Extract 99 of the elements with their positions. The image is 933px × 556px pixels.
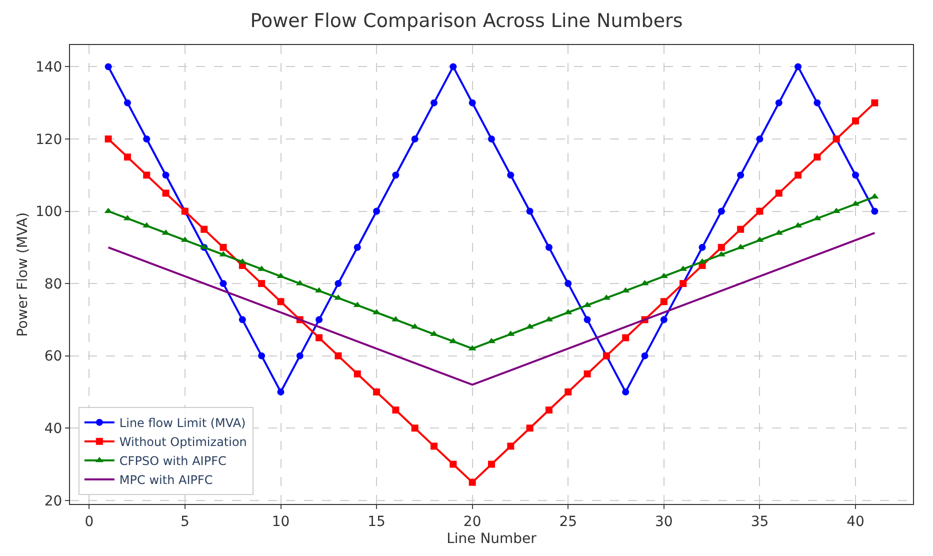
point (526, 208, 534, 215)
point (220, 244, 227, 251)
point (814, 154, 821, 161)
point (622, 388, 630, 396)
point (564, 388, 572, 396)
point (277, 298, 284, 306)
x-tick-label: 20 (463, 514, 482, 530)
point (660, 316, 668, 324)
point (718, 244, 725, 251)
y-tick-label: 60 (44, 348, 62, 365)
point (430, 442, 438, 450)
point (220, 280, 227, 288)
point (871, 208, 878, 215)
y-tick-label: 120 (35, 132, 62, 148)
point (316, 316, 323, 324)
x-tick-label: 30 (655, 514, 673, 530)
point (794, 63, 802, 70)
point (450, 63, 457, 70)
point (468, 99, 476, 106)
point (334, 352, 342, 360)
point (392, 406, 400, 414)
point (124, 99, 131, 106)
x-tick-label: 10 (272, 514, 290, 530)
legend-label: CFPSO with AIPFC (119, 454, 226, 468)
point (411, 135, 418, 142)
point (488, 460, 495, 468)
point (718, 208, 725, 215)
point (756, 135, 764, 142)
point (124, 154, 131, 161)
point (737, 172, 744, 179)
point (104, 135, 112, 142)
x-tick-label: 40 (846, 514, 864, 530)
point (545, 244, 552, 251)
point (736, 244, 745, 250)
point (430, 99, 438, 106)
point (545, 406, 552, 414)
y-tick-label: 40 (44, 421, 62, 437)
point (852, 117, 860, 124)
point (162, 190, 170, 197)
point (775, 190, 782, 197)
point (143, 135, 150, 142)
point (104, 63, 112, 70)
point (238, 258, 246, 264)
point (584, 316, 591, 324)
y-tick-label: 80 (44, 276, 62, 292)
point (143, 172, 150, 179)
point (411, 424, 418, 432)
point (334, 280, 342, 288)
point (488, 135, 495, 142)
point (870, 193, 879, 199)
point (584, 370, 591, 378)
point (775, 99, 782, 106)
point (296, 352, 304, 360)
point (871, 99, 878, 106)
point (794, 172, 802, 179)
y-tick-label: 100 (35, 204, 62, 220)
point (277, 388, 284, 396)
point (450, 460, 457, 468)
point (737, 226, 744, 233)
point (354, 244, 361, 251)
point (698, 244, 706, 251)
x-tick-label: 25 (559, 514, 578, 530)
point (162, 172, 170, 179)
point (564, 280, 572, 288)
y-tick-label: 20 (44, 493, 62, 510)
chart-title: Power Flow Comparison Across Line Numbers (250, 10, 683, 32)
point (814, 99, 821, 106)
x-tick-label: 5 (180, 514, 190, 530)
x-axis-title: Line Number (446, 531, 537, 548)
point (641, 352, 648, 360)
x-tick-label: 0 (84, 514, 94, 530)
point (392, 172, 400, 179)
point (410, 323, 419, 329)
point (622, 334, 630, 342)
point (354, 370, 361, 378)
point (276, 272, 285, 278)
point (200, 226, 208, 233)
point (526, 323, 534, 329)
point (507, 172, 514, 179)
y-axis-title: Power Flow (MVA) (15, 212, 32, 337)
point (622, 287, 630, 293)
point (258, 280, 266, 288)
point (660, 298, 668, 306)
y-tick-label: 140 (35, 60, 62, 76)
point (373, 388, 380, 396)
legend-label: Line flow Limit (MVA) (119, 416, 246, 430)
point (756, 208, 764, 215)
legend-label: Without Optimization (119, 435, 247, 449)
point (507, 442, 514, 450)
point (316, 334, 323, 342)
point (238, 316, 246, 324)
x-tick-label: 35 (750, 514, 769, 530)
point (258, 352, 266, 360)
point (373, 208, 380, 215)
x-tick-label: 15 (368, 514, 386, 530)
point (468, 478, 476, 486)
point (526, 424, 534, 432)
legend-label: MPC with AIPFC (119, 473, 213, 487)
point (852, 172, 860, 179)
